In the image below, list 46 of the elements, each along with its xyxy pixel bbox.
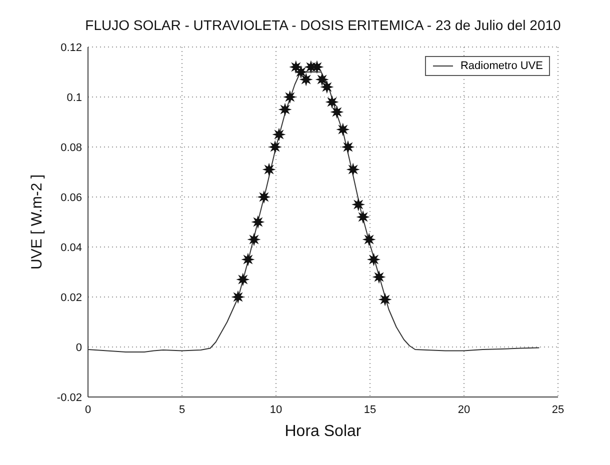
- y-tick-label: 0.1: [66, 92, 82, 104]
- x-tick-label: 5: [178, 404, 186, 416]
- point: [274, 129, 285, 140]
- point: [232, 292, 244, 302]
- x-tick-label: 20: [458, 404, 470, 416]
- point: [311, 62, 322, 72]
- y-tick-label: -0.02: [56, 392, 82, 404]
- point: [326, 96, 338, 108]
- point: [358, 212, 369, 222]
- y-tick-label: 0.06: [60, 192, 82, 204]
- point: [316, 74, 328, 85]
- y-tick-label: 0.08: [60, 142, 82, 154]
- point: [374, 272, 385, 282]
- point: [290, 62, 302, 72]
- x-tick-label: 15: [364, 404, 376, 416]
- point: [258, 192, 270, 202]
- point: [242, 254, 254, 265]
- point: [348, 164, 359, 175]
- point: [280, 104, 291, 115]
- point: [248, 234, 260, 245]
- point: [321, 82, 332, 92]
- x-tick-label: 10: [270, 404, 282, 416]
- point: [342, 142, 354, 152]
- point: [352, 199, 364, 210]
- point: [300, 74, 312, 85]
- point: [368, 254, 380, 265]
- y-tick-label: 0.12: [60, 42, 82, 54]
- point: [364, 234, 375, 245]
- y-tick-label: 0.04: [60, 242, 82, 254]
- legend-label: Radiometro UVE: [460, 60, 543, 72]
- point: [337, 124, 348, 135]
- chart-title: FLUJO SOLAR - UTRAVIOLETA - DOSIS ERITEMICA - 23 de Julio del 2010: [85, 17, 562, 33]
- x-axis-title: Hora Solar: [284, 423, 362, 440]
- y-tick-label: 0.02: [60, 292, 82, 304]
- x-tick-label: 25: [552, 404, 564, 416]
- y-axis-title: UVE [ W.m-2 ]: [28, 174, 46, 270]
- point: [331, 106, 342, 118]
- point: [270, 142, 281, 152]
- point: [284, 92, 296, 102]
- point: [380, 294, 391, 305]
- point: [252, 216, 264, 228]
- point: [237, 274, 248, 285]
- point: [264, 164, 275, 175]
- point: [296, 66, 307, 78]
- x-tick-label: 0: [84, 404, 92, 416]
- y-tick-label: 0: [76, 342, 82, 354]
